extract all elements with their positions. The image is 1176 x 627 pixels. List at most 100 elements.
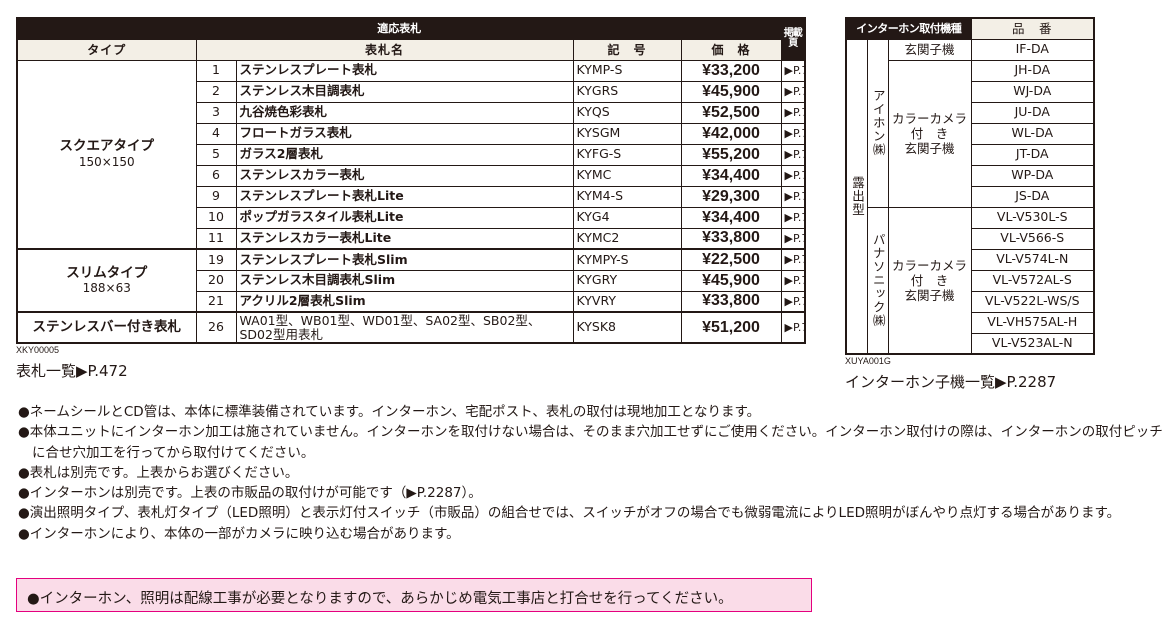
row-number: 19 bbox=[195, 248, 237, 271]
page-link[interactable]: ▶P.713 bbox=[780, 227, 806, 250]
table-row: VL-V572AL-S bbox=[846, 269, 1095, 292]
price: ¥51,200 bbox=[680, 311, 782, 344]
page-link[interactable]: ▶P.711 bbox=[780, 164, 806, 187]
page-link[interactable]: ▶P.710 bbox=[780, 59, 806, 82]
page-link[interactable]: ▶P.719 bbox=[780, 248, 806, 271]
part-number: VL-V523AL-N bbox=[970, 332, 1095, 355]
nameplate-name: ガラス2層表札 bbox=[235, 143, 574, 166]
code-ref: XUYA001G bbox=[845, 356, 891, 366]
type-size: 150×150 bbox=[78, 155, 135, 170]
maker-name: パナソニック㈱ bbox=[866, 206, 889, 355]
page-link[interactable]: ▶P.719 bbox=[780, 290, 806, 313]
table-row: VL-V566-S bbox=[846, 227, 1095, 250]
page-link[interactable]: ▶P.711 bbox=[780, 122, 806, 145]
nameplate-name: ポップガラスタイル表札Lite bbox=[235, 206, 574, 229]
product-code: KYQS bbox=[572, 101, 682, 124]
row-number: 10 bbox=[195, 206, 237, 229]
table-row: WJ-DA bbox=[846, 80, 1095, 103]
row-number: 21 bbox=[195, 290, 237, 313]
row-number: 6 bbox=[195, 164, 237, 187]
product-code: KYMC2 bbox=[572, 227, 682, 250]
nameplate-name: ステンレスカラー表札Lite bbox=[235, 227, 574, 250]
type-cell: スリムタイプ 188×63 bbox=[16, 248, 197, 313]
product-code: KYGRS bbox=[572, 80, 682, 103]
part-number: VL-VH575AL-H bbox=[970, 311, 1095, 334]
table-row: 露出型 アイホン㈱ 玄関子機 IF-DA bbox=[845, 38, 1095, 355]
price: ¥55,200 bbox=[680, 143, 782, 166]
wiring-warning: ●インターホン、照明は配線工事が必要となりますので、あらかじめ電気工事店と打合せ… bbox=[16, 578, 812, 612]
part-number: JS-DA bbox=[970, 185, 1095, 208]
row-number: 11 bbox=[195, 227, 237, 250]
nameplate-name: WA01型、WB01型、WD01型、SA02型、SB02型、 SD02型用表札 bbox=[235, 311, 574, 344]
price: ¥34,400 bbox=[680, 164, 782, 187]
unit-type: カラーカメラ付 き玄関子機 bbox=[887, 59, 972, 208]
unit-type-line: カラーカメラ bbox=[891, 257, 967, 273]
row-number: 2 bbox=[195, 80, 237, 103]
product-code: KYSGM bbox=[572, 122, 682, 145]
part-number: VL-V566-S bbox=[970, 227, 1095, 250]
page-link[interactable]: ▶P.713 bbox=[780, 206, 806, 229]
table-row: パナソニック㈱ カラーカメラ付 き玄関子機 VL-V530L-S bbox=[846, 206, 1095, 355]
product-code: KYSK8 bbox=[572, 311, 682, 344]
table-row: JS-DA bbox=[846, 185, 1095, 208]
intercom-list-link[interactable]: インターホン子機一覧▶P.2287 bbox=[845, 373, 1057, 391]
part-number: WL-DA bbox=[970, 122, 1095, 145]
product-code: KYMC bbox=[572, 164, 682, 187]
unit-type-line: カラーカメラ bbox=[891, 111, 967, 126]
unit-type-line: 付 き bbox=[910, 126, 949, 141]
header-name: 表札名 bbox=[195, 38, 574, 61]
type-name: ステンレスバー付き表札 bbox=[32, 319, 182, 336]
page-link[interactable]: ▶P.713 bbox=[780, 185, 806, 208]
nameplate-name: ステンレスプレート表札 bbox=[235, 59, 574, 82]
unit-type-line: 玄関子機 bbox=[904, 42, 955, 57]
nameplate-table: 適応表札 掲載頁 タイプ 表札名記 号価 格 スクエアタイプ 150×150 1 ステンレス… bbox=[16, 17, 807, 344]
row-number: 26 bbox=[195, 311, 237, 344]
page-link[interactable]: ▶P.719 bbox=[780, 269, 806, 292]
part-number: IF-DA bbox=[970, 38, 1095, 61]
note-item: 演出照明タイプ、表札灯タイプ（LED照明）と表示灯付スイッチ（市販品）の組合せで… bbox=[18, 503, 1168, 523]
header-page: 掲載頁 bbox=[780, 17, 806, 61]
price: ¥29,300 bbox=[680, 185, 782, 208]
table-row: VL-V574L-N bbox=[846, 248, 1095, 271]
code-ref: XKY00005 bbox=[16, 345, 60, 355]
price: ¥45,900 bbox=[680, 269, 782, 292]
header-models: インターホン取付機種 bbox=[845, 17, 972, 40]
page-link[interactable]: ▶P.710 bbox=[780, 101, 806, 124]
part-number: WP-DA bbox=[970, 164, 1095, 187]
product-code: KYFG-S bbox=[572, 143, 682, 166]
mount-type: 露出型 bbox=[845, 38, 868, 355]
part-number: WJ-DA bbox=[970, 80, 1095, 103]
nameplate-name: ステンレスカラー表札 bbox=[235, 164, 574, 187]
price: ¥34,400 bbox=[680, 206, 782, 229]
nameplate-name: フロートガラス表札 bbox=[235, 122, 574, 145]
page-link[interactable]: ▶P.711 bbox=[780, 143, 806, 166]
row-number: 20 bbox=[195, 269, 237, 292]
table-row: カラーカメラ付 き玄関子機 JH-DA bbox=[846, 59, 1095, 208]
unit-type: 玄関子機 bbox=[887, 38, 972, 61]
page-link[interactable]: ▶P.710 bbox=[780, 80, 806, 103]
nameplate-name: 九谷焼色彩表札 bbox=[235, 101, 574, 124]
type-size: 188×63 bbox=[82, 281, 131, 296]
product-code: KYGRY bbox=[572, 269, 682, 292]
product-code: KYVRY bbox=[572, 290, 682, 313]
nameplate-list-link[interactable]: 表札一覧▶P.472 bbox=[16, 362, 128, 380]
unit-type-line: 玄関子機 bbox=[904, 141, 955, 156]
nameplate-name: ステンレス木目調表札 bbox=[235, 80, 574, 103]
price: ¥42,000 bbox=[680, 122, 782, 145]
part-number: VL-V530L-S bbox=[970, 206, 1095, 229]
note-item: インターホンは別売です。上表の市販品の取付けが可能です（▶P.2287）。 bbox=[18, 483, 1168, 503]
nameplate-name: ステンレスプレート表札Slim bbox=[235, 248, 574, 271]
row-number: 4 bbox=[195, 122, 237, 145]
part-number: VL-V572AL-S bbox=[970, 269, 1095, 292]
price: ¥33,200 bbox=[680, 59, 782, 82]
table-row: スクエアタイプ 150×150 1 ステンレスプレート表札 KYMP-S ¥33,200 ▶… bbox=[16, 59, 806, 250]
part-number: JH-DA bbox=[970, 59, 1095, 82]
table-row: スリムタイプ 188×63 19 ステンレスプレート表札Slim KYMPY-S ¥22,… bbox=[16, 248, 806, 313]
header-group: 適応表札 bbox=[16, 17, 782, 40]
page-link[interactable]: ▶P.725 bbox=[780, 311, 806, 344]
header-code: 記 号 bbox=[572, 38, 682, 61]
